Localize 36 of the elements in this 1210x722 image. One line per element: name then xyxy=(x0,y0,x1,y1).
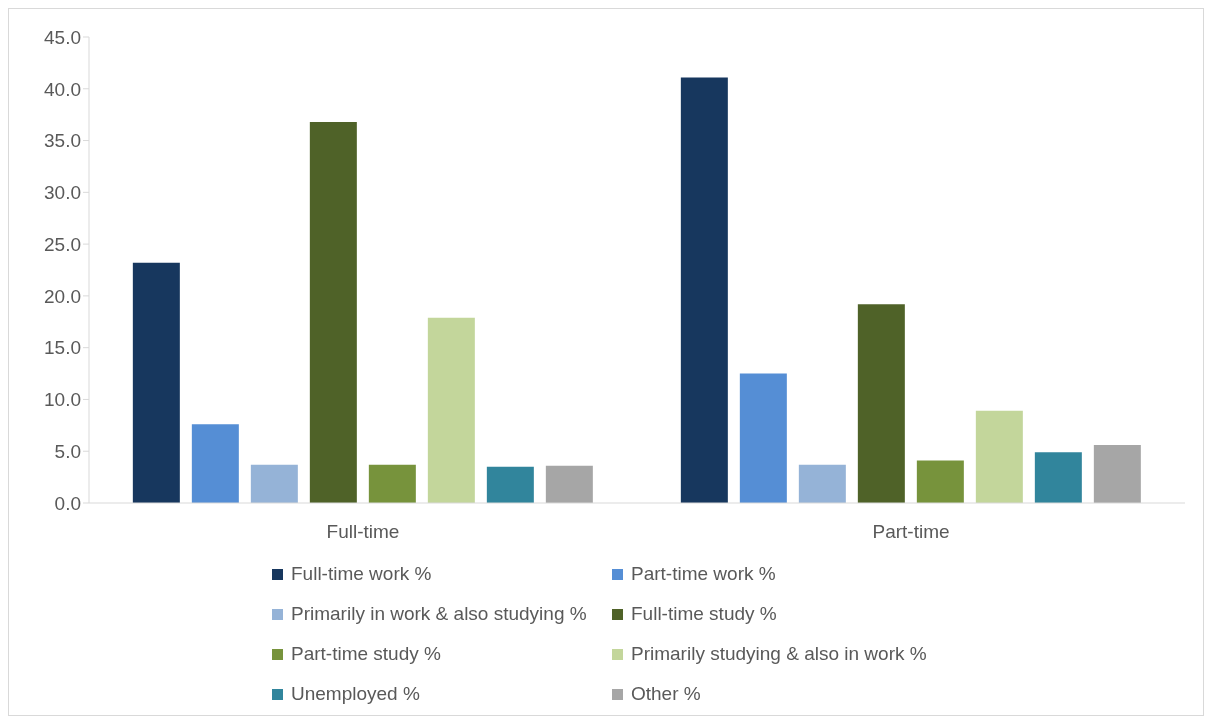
bar xyxy=(486,466,534,503)
y-tick-label: 30.0 xyxy=(44,182,81,204)
bar xyxy=(739,373,787,503)
bar xyxy=(427,317,475,503)
y-tick-label: 45.0 xyxy=(44,26,81,48)
bar xyxy=(545,465,593,503)
bar xyxy=(916,460,964,503)
legend-label: Other % xyxy=(631,683,701,705)
y-tick-label: 20.0 xyxy=(44,285,81,307)
x-tick-label: Full-time xyxy=(326,521,400,543)
legend-label: Primarily studying & also in work % xyxy=(631,643,927,665)
bar xyxy=(250,464,298,503)
legend-label: Full-time work % xyxy=(291,563,432,585)
y-tick-label: 15.0 xyxy=(44,337,81,359)
legend-label: Part-time study % xyxy=(291,643,441,665)
bar xyxy=(1034,452,1082,503)
y-tick-label: 40.0 xyxy=(44,78,81,100)
bar xyxy=(132,262,180,503)
bar xyxy=(798,464,846,503)
y-tick-label: 10.0 xyxy=(44,389,81,411)
bar xyxy=(191,424,239,503)
bar xyxy=(1093,445,1141,503)
y-tick-label: 5.0 xyxy=(54,440,81,462)
bar xyxy=(680,77,728,503)
bar xyxy=(857,304,905,503)
legend-label: Unemployed % xyxy=(291,683,420,705)
legend-label: Primarily in work & also studying % xyxy=(291,603,587,625)
bar xyxy=(975,410,1023,503)
y-tick-label: 35.0 xyxy=(44,130,81,152)
legend-label: Full-time study % xyxy=(631,603,777,625)
y-tick-label: 0.0 xyxy=(54,492,81,514)
bar xyxy=(309,121,357,503)
y-tick-label: 25.0 xyxy=(44,233,81,255)
legend-label: Part-time work % xyxy=(631,563,776,585)
x-tick-label: Part-time xyxy=(872,521,950,543)
bar xyxy=(368,464,416,503)
